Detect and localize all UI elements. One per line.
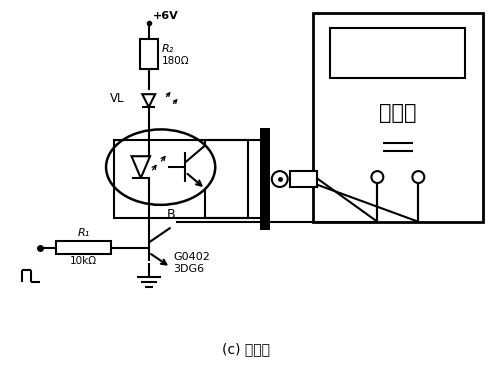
Text: 计算器: 计算器 [379, 102, 417, 122]
Bar [114, 140, 248, 218]
Bar [330, 28, 465, 78]
Text: 3DG6: 3DG6 [174, 265, 205, 275]
Text: R₂: R₂ [162, 44, 174, 54]
Text: 10kΩ: 10kΩ [70, 256, 97, 266]
Bar [313, 13, 483, 222]
Text: 180Ω: 180Ω [162, 56, 189, 66]
Bar [290, 171, 317, 187]
Bar [56, 240, 111, 255]
Circle shape [371, 171, 384, 183]
Circle shape [412, 171, 424, 183]
Circle shape [272, 171, 288, 187]
Text: G0402: G0402 [174, 252, 211, 262]
Bar [260, 128, 270, 230]
Text: +6V: +6V [153, 11, 178, 21]
Text: (c) 电路三: (c) 电路三 [222, 342, 270, 356]
Text: VL: VL [109, 92, 124, 105]
Text: R₁: R₁ [77, 228, 90, 238]
Text: B: B [166, 208, 175, 221]
Bar [140, 39, 158, 69]
